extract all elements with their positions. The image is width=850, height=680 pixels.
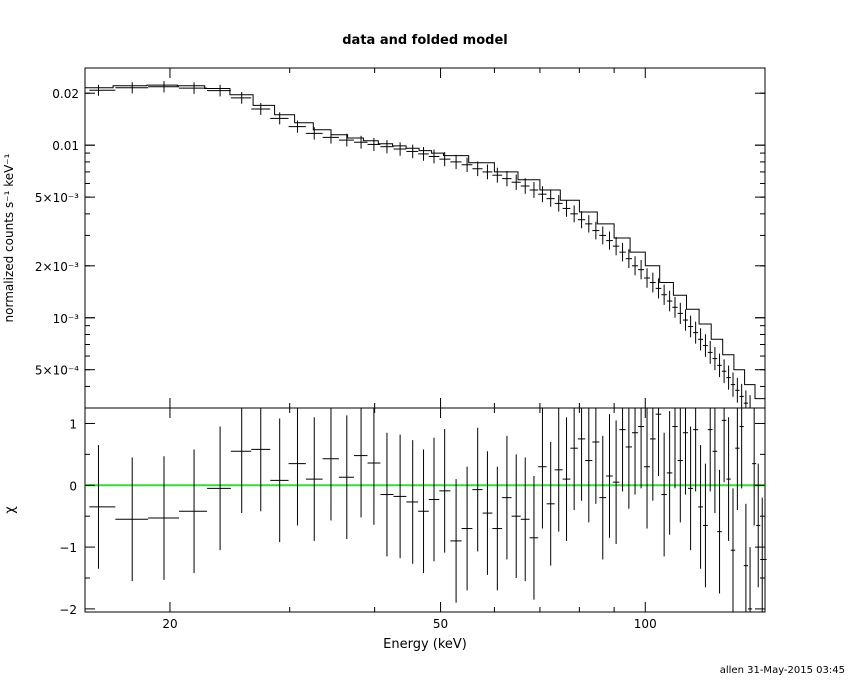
model-curve [85, 84, 765, 400]
top-x-axis-ticks [169, 68, 646, 408]
x-axis-label: Energy (keV) [383, 637, 467, 652]
top-y-tick-label: 0.02 [52, 87, 79, 101]
top-y-axis-label: normalized counts s⁻¹ keV⁻¹ [2, 153, 16, 322]
top-y-tick-label: 2×10⁻³ [35, 260, 79, 274]
bottom-y-axis-label: χ [3, 506, 18, 514]
top-y-tick-label: 0.01 [52, 139, 79, 153]
bottom-panel: 1 0 −1 −2 20 50 100 χ Energy (keV) [3, 407, 767, 652]
top-y-tick-label: 5×10⁻⁴ [35, 364, 79, 378]
bottom-y-tick-label: 1 [69, 417, 77, 431]
chart-title: data and folded model [342, 33, 508, 48]
x-tick-label: 20 [162, 617, 177, 631]
bottom-panel-frame [84, 407, 766, 613]
x-tick-label: 100 [634, 617, 657, 631]
top-y-tick-label: 10⁻³ [53, 312, 80, 326]
top-panel: 0.02 0.01 5×10⁻³ 2×10⁻³ 10⁻³ 5×10⁻⁴ normalize… [2, 67, 766, 409]
bottom-y-tick-label: −2 [59, 603, 77, 617]
bottom-x-axis-ticks: 20 50 100 [162, 408, 657, 631]
data-points [89, 81, 753, 409]
residual-points [89, 408, 767, 612]
footer-stamp: allen 31-May-2015 03:45 [720, 665, 845, 676]
top-y-axis-ticks: 0.02 0.01 5×10⁻³ 2×10⁻³ 10⁻³ 5×10⁻⁴ [35, 87, 765, 409]
bottom-y-axis-ticks: 1 0 −1 −2 [59, 417, 765, 617]
top-y-tick-label: 5×10⁻³ [35, 191, 79, 205]
x-tick-label: 50 [433, 617, 448, 631]
bottom-y-tick-label: 0 [69, 479, 77, 493]
bottom-y-tick-label: −1 [59, 541, 77, 555]
model-step-line [85, 84, 765, 400]
top-panel-frame [84, 67, 766, 409]
